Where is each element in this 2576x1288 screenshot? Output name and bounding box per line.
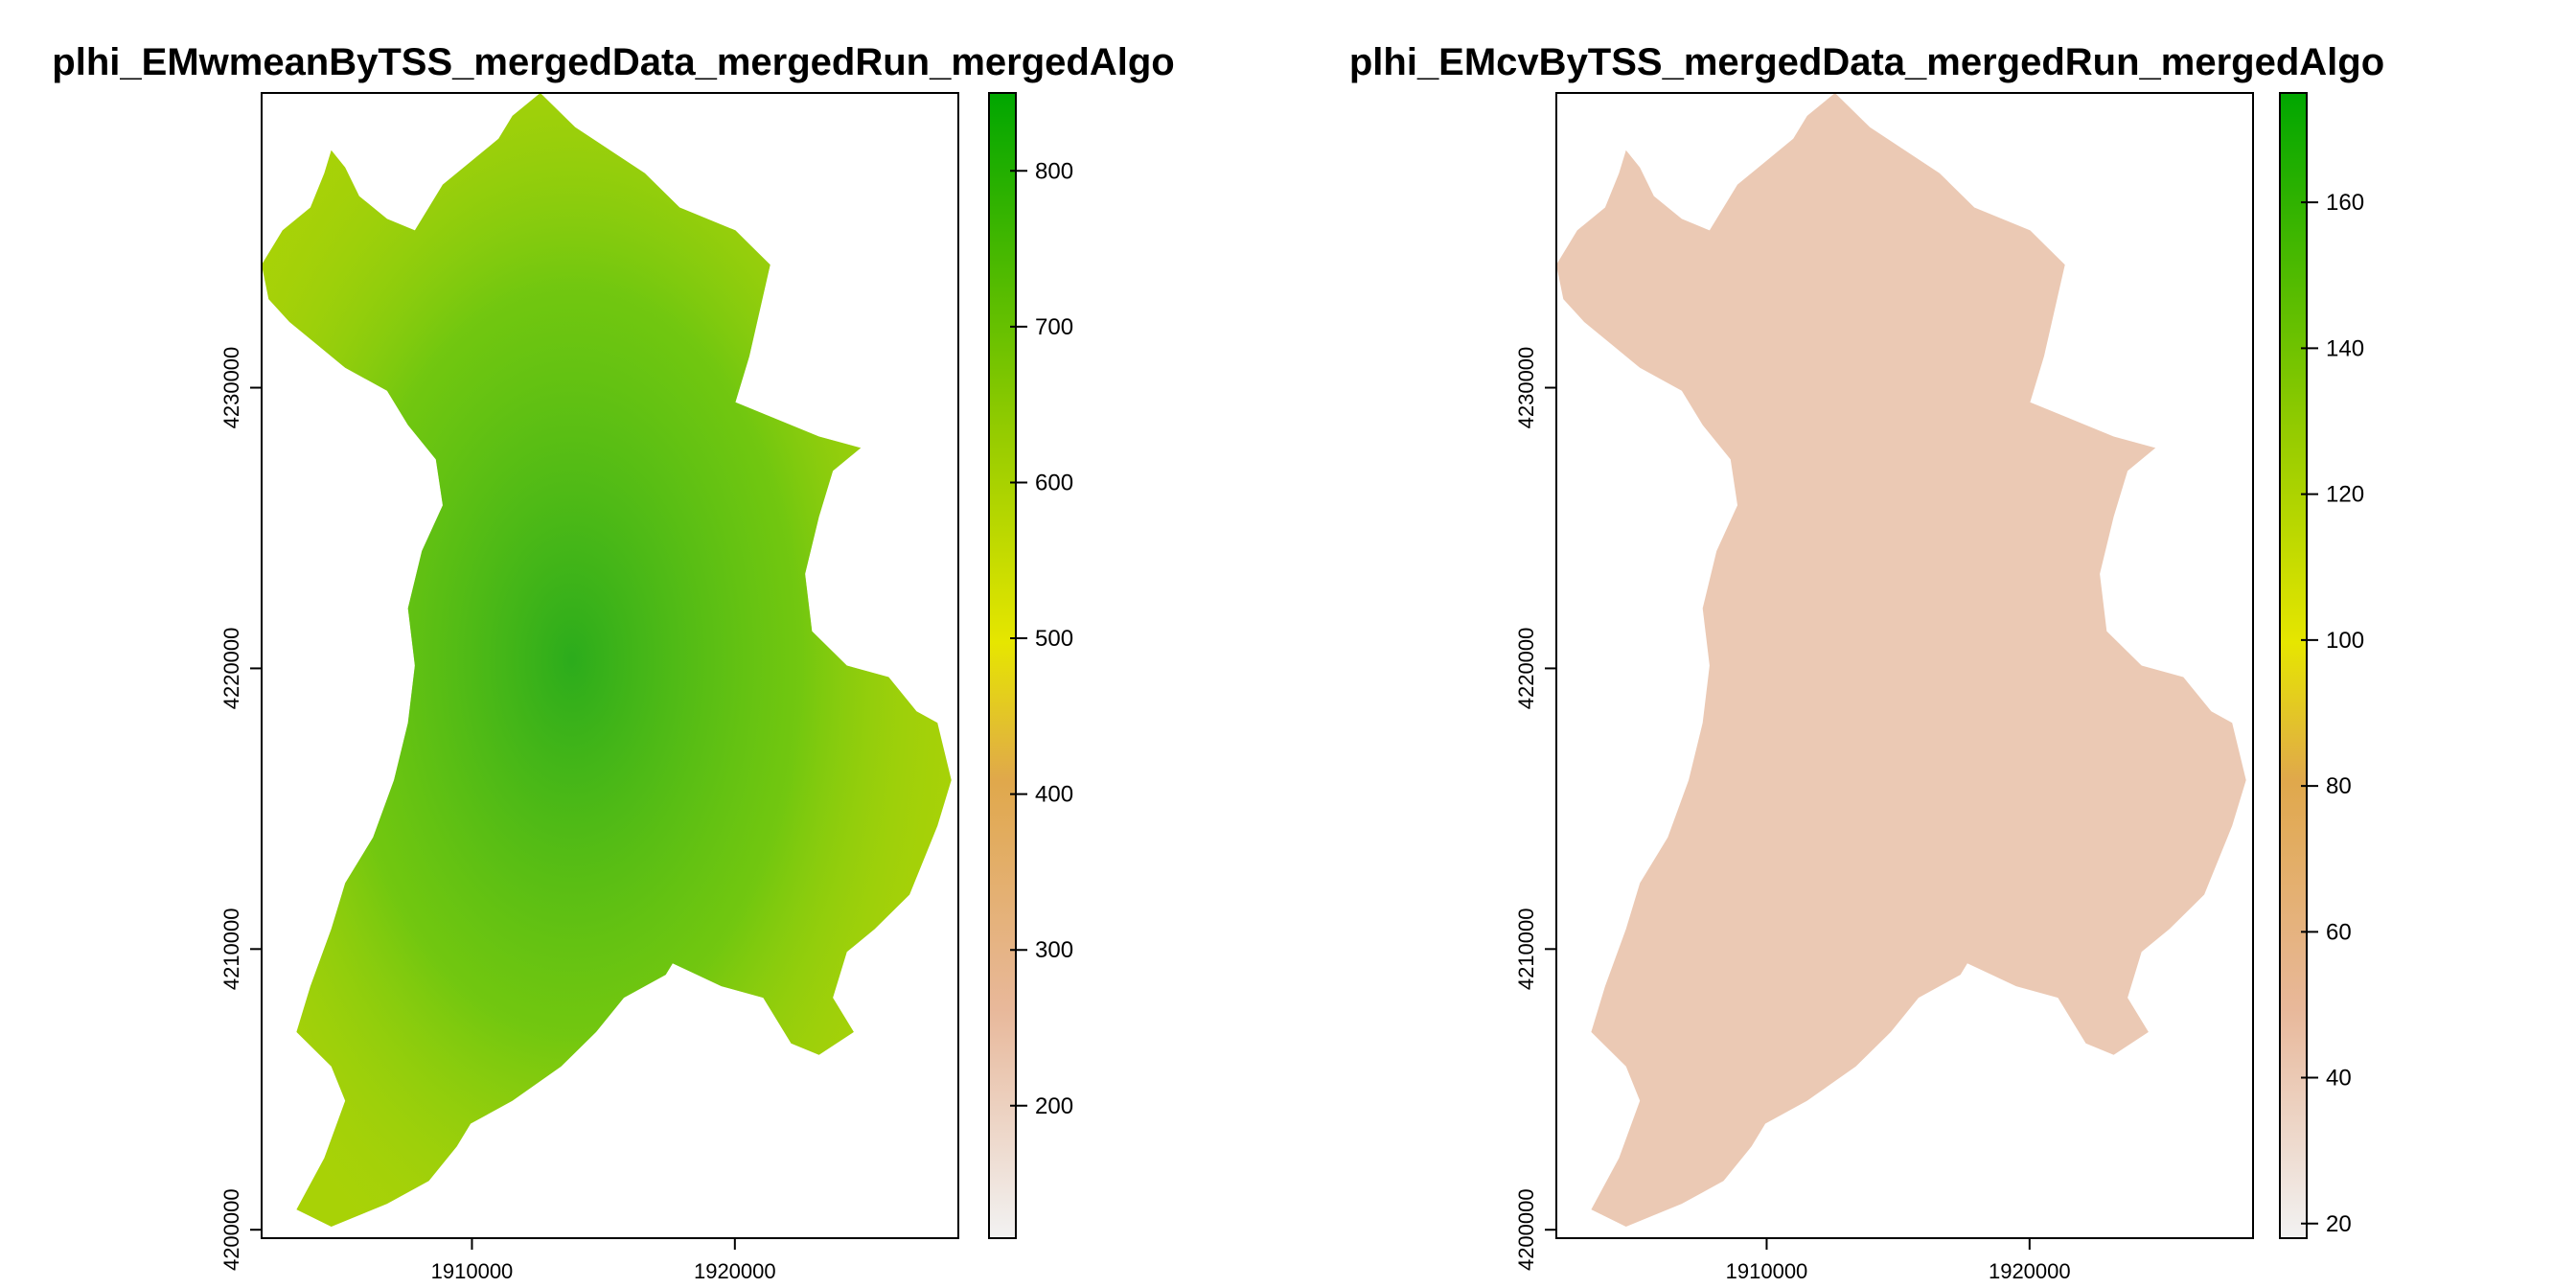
- plot-frame: [261, 92, 959, 1239]
- colorbar-tick-label: 40: [2326, 1066, 2352, 1092]
- chart-left-svg: plhi_EMwmeanByTSS_mergedData_mergedRun_m…: [52, 41, 1174, 1283]
- colorbar-tick-label: 140: [2326, 335, 2364, 361]
- x-tick-label: 1910000: [1726, 1259, 1808, 1283]
- colorbar-ramp: [988, 92, 1017, 1239]
- colorbar-tick-label: 200: [1035, 1093, 1073, 1119]
- plot-area: 1910000 1920000 4200000 4210000 4220000 42300…: [1514, 92, 2254, 1283]
- colorbar-tick-label: 60: [2326, 919, 2352, 945]
- chart-panel-left: plhi_EMwmeanByTSS_mergedData_mergedRun_m…: [52, 41, 1174, 1283]
- plot-frame: [1555, 92, 2254, 1239]
- colorbar-tick-label: 600: [1035, 470, 1073, 495]
- colorbar-tick-label: 120: [2326, 482, 2364, 508]
- y-tick-label: 4220000: [1514, 628, 1538, 710]
- colorbar-ramp: [2279, 92, 2308, 1239]
- colorbar-tick-label: 800: [1035, 158, 1073, 184]
- x-tick-label: 1910000: [431, 1259, 514, 1283]
- chart-title: plhi_EMcvByTSS_mergedData_mergedRun_merg…: [1349, 41, 2384, 83]
- colorbar-tick-label: 300: [1035, 937, 1073, 963]
- colorbar: 20 40 60 80 100 120 140 160: [2279, 92, 2364, 1239]
- colorbar-tick-label: 700: [1035, 314, 1073, 340]
- y-tick-label: 4210000: [219, 908, 243, 990]
- colorbar-tick-label: 500: [1035, 626, 1073, 652]
- y-tick-label: 4220000: [219, 628, 243, 710]
- colorbar-tick-label: 100: [2326, 628, 2364, 654]
- x-tick-label: 1920000: [1989, 1259, 2071, 1283]
- colorbar-tick-label: 80: [2326, 773, 2352, 799]
- colorbar-tick-label: 20: [2326, 1211, 2352, 1237]
- y-tick-label: 4230000: [219, 347, 243, 429]
- region-raster: [1556, 93, 2246, 1227]
- colorbar: 200 300 400 500 600 700 800: [988, 92, 1073, 1239]
- y-tick-label: 4200000: [1514, 1188, 1538, 1271]
- y-tick-label: 4210000: [1514, 908, 1538, 990]
- x-tick-label: 1920000: [694, 1259, 776, 1283]
- chart-panel-right: plhi_EMcvByTSS_mergedData_mergedRun_merg…: [1288, 0, 2576, 1288]
- colorbar-tick-label: 400: [1035, 782, 1073, 808]
- y-tick-label: 4230000: [1514, 347, 1538, 429]
- plot-area: 1910000 1920000 4200000 4210000 4220000 42300…: [219, 92, 959, 1283]
- chart-title: plhi_EMwmeanByTSS_mergedData_mergedRun_m…: [52, 41, 1174, 83]
- colorbar-tick-label: 160: [2326, 190, 2364, 216]
- y-tick-label: 4200000: [219, 1188, 243, 1271]
- region-raster-shading: [262, 93, 952, 1227]
- chart-right-svg: plhi_EMcvByTSS_mergedData_mergedRun_merg…: [1349, 41, 2384, 1283]
